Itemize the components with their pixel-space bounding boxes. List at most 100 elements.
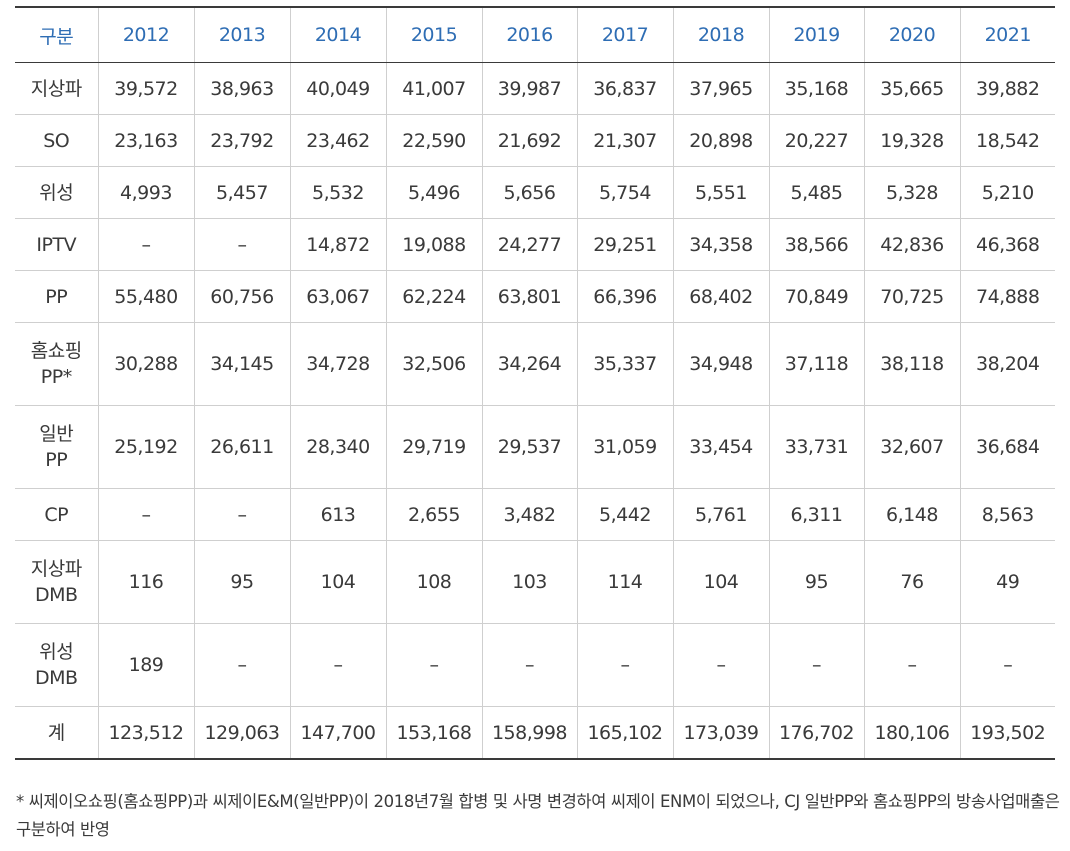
table-cell: 31,059 — [576, 405, 673, 489]
table-cell: 34,728 — [289, 322, 386, 406]
row-label: 지상파 — [15, 62, 98, 115]
table-cell: 6,148 — [863, 488, 960, 541]
table-row: IPTV – –14,872 19,088 24,277 29,251 34,358 38,5… — [15, 218, 1055, 271]
table-cell: 40,049 — [289, 62, 386, 115]
table-cell: 5,442 — [576, 488, 673, 541]
header-year: 2016 — [481, 6, 577, 63]
table-cell: 36,837 — [576, 62, 673, 115]
table-cell: 29,251 — [576, 218, 673, 271]
table-cell: 25,192 — [97, 405, 194, 489]
table-cell: 129,063 — [193, 706, 290, 760]
table-cell: 46,368 — [959, 218, 1055, 271]
header-year: 2015 — [385, 6, 482, 63]
table-row: PP 55,480 60,756 63,067 62,224 63,801 66,396 68… — [15, 270, 1055, 323]
table-cell: 39,882 — [959, 62, 1055, 115]
table-cell: 39,572 — [97, 62, 194, 115]
table-cell: 5,754 — [576, 166, 673, 219]
table-cell: 21,692 — [481, 114, 577, 167]
table-cell: 49 — [959, 540, 1055, 624]
table-cell: 33,454 — [672, 405, 769, 489]
table-cell: – — [193, 488, 290, 541]
footnote: * 씨제이오쇼핑(홈쇼핑PP)과 씨제이E&M(일반PP)이 2018년7월 합… — [16, 792, 1060, 839]
table-cell: 29,719 — [385, 405, 482, 489]
table-cell: 35,337 — [576, 322, 673, 406]
table-cell: 63,801 — [481, 270, 577, 323]
table-cell: 153,168 — [385, 706, 482, 760]
table-cell: 34,358 — [672, 218, 769, 271]
table-cell: 35,168 — [768, 62, 864, 115]
header-year: 2018 — [672, 6, 769, 63]
table-cell: 104 — [672, 540, 769, 624]
table-cell: – — [576, 623, 673, 707]
table-cell: 37,118 — [768, 322, 864, 406]
table-cell: 5,328 — [863, 166, 960, 219]
table-cell: 176,702 — [768, 706, 864, 760]
table-cell: 165,102 — [576, 706, 673, 760]
table-cell: – — [959, 623, 1055, 707]
table-cell: 24,277 — [481, 218, 577, 271]
table-cell: 20,898 — [672, 114, 769, 167]
table-cell: – — [672, 623, 769, 707]
table-cell: 42,836 — [863, 218, 960, 271]
table-row: SO 23,163 23,792 23,462 22,590 21,692 21,307 20… — [15, 114, 1055, 167]
table-cell: 34,145 — [193, 322, 290, 406]
table-cell: 23,792 — [193, 114, 290, 167]
table-cell: 36,684 — [959, 405, 1055, 489]
table-cell: 38,963 — [193, 62, 290, 115]
table-cell: – — [193, 218, 290, 271]
table-cell: 104 — [289, 540, 386, 624]
table-cell: 5,496 — [385, 166, 482, 219]
table-cell: 18,542 — [959, 114, 1055, 167]
table-cell: 193,502 — [959, 706, 1055, 760]
table-cell: 4,993 — [97, 166, 194, 219]
table-cell: 29,537 — [481, 405, 577, 489]
row-label: 지상파 DMB — [15, 540, 98, 624]
table-row: 지상파 DMB 116 95 104 108 103 114 104 95 76 49 — [15, 540, 1055, 624]
table-cell: 108 — [385, 540, 482, 624]
table-cell: 34,264 — [481, 322, 577, 406]
table-cell: 74,888 — [959, 270, 1055, 323]
table-cell: 3,482 — [481, 488, 577, 541]
row-label: CP — [15, 488, 98, 541]
table-cell: 34,948 — [672, 322, 769, 406]
table-cell: 35,665 — [863, 62, 960, 115]
header-year: 2021 — [959, 6, 1055, 63]
table-cell: 32,607 — [863, 405, 960, 489]
table-cell: 19,088 — [385, 218, 482, 271]
table-cell: – — [193, 623, 290, 707]
table-row: 위성 4,993 5,457 5,532 5,496 5,656 5,754 5,551 5,4… — [15, 166, 1055, 219]
table-cell: 20,227 — [768, 114, 864, 167]
table-cell: 68,402 — [672, 270, 769, 323]
table-body: 지상파 39,572 38,963 40,049 41,007 39,987 36,837 3… — [15, 62, 1055, 760]
table-cell: 55,480 — [97, 270, 194, 323]
table-cell: 23,163 — [97, 114, 194, 167]
table-row: 홈쇼핑 PP* 30,288 34,145 34,728 32,506 34,264 35,… — [15, 322, 1055, 406]
table-cell: – — [768, 623, 864, 707]
header-year: 2014 — [289, 6, 386, 63]
table-cell: 66,396 — [576, 270, 673, 323]
table-cell: 19,328 — [863, 114, 960, 167]
table-cell: – — [97, 218, 194, 271]
table-cell: 189 — [97, 623, 194, 707]
header-row: 구분 2012 2013 2014 2015 2016 2017 2018 2019 2020 20… — [15, 6, 1055, 63]
table-cell: 95 — [193, 540, 290, 624]
table-cell: 114 — [576, 540, 673, 624]
revenue-table: 구분 2012 2013 2014 2015 2016 2017 2018 2019 2020 20… — [15, 6, 1055, 760]
table-cell: – — [289, 623, 386, 707]
table-row: 일반 PP 25,192 26,611 28,340 29,719 29,537 31,05… — [15, 405, 1055, 489]
table-cell: 158,998 — [481, 706, 577, 760]
table-cell: 14,872 — [289, 218, 386, 271]
header-year: 2019 — [768, 6, 864, 63]
table-cell: 28,340 — [289, 405, 386, 489]
row-label: 계 — [15, 706, 98, 760]
table-cell: 5,551 — [672, 166, 769, 219]
row-label: 위성 DMB — [15, 623, 98, 707]
header-category: 구분 — [15, 6, 98, 63]
table-cell: 38,566 — [768, 218, 864, 271]
table-cell: 5,457 — [193, 166, 290, 219]
table-cell: 23,462 — [289, 114, 386, 167]
table-cell: 8,563 — [959, 488, 1055, 541]
table-cell: 5,761 — [672, 488, 769, 541]
table-cell: 116 — [97, 540, 194, 624]
table-cell: 5,485 — [768, 166, 864, 219]
